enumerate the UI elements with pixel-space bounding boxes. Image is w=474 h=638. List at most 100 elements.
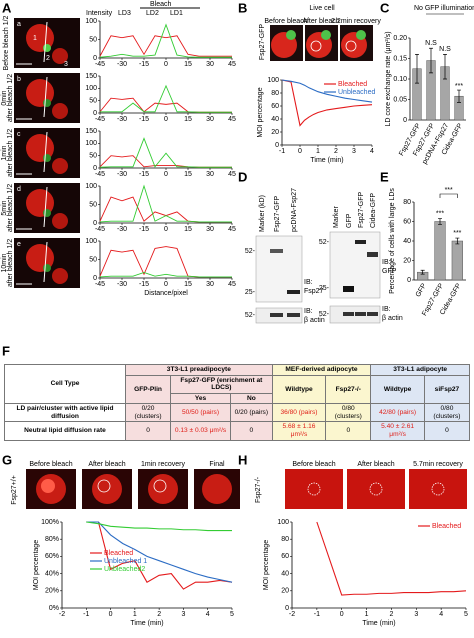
lipid-droplet	[52, 158, 68, 174]
x-tick-label: 5	[464, 611, 468, 618]
series-line	[99, 246, 232, 278]
ld-header: LD3	[118, 10, 131, 17]
ib-label: GFP	[382, 268, 397, 275]
micrographs	[26, 469, 240, 509]
y-tick-label: 0	[93, 110, 97, 117]
series-line	[281, 79, 373, 103]
image-caption: After bleach	[88, 461, 125, 468]
x-tick-label: 30	[206, 226, 214, 233]
ib-label: IB:	[304, 279, 313, 286]
row-letter: d	[17, 186, 21, 193]
arrow	[43, 21, 48, 63]
y-tick-label: 100	[85, 238, 97, 245]
y-tick-label: 20	[281, 588, 289, 595]
ib-label: IB:	[304, 308, 313, 315]
legend-label: Bleached	[338, 81, 367, 88]
row-caption: 10min	[1, 253, 8, 272]
table-container: Cell Type 3T3-L1 preadipocyte MEF-derive…	[4, 363, 471, 441]
table-subheader: Wildtype	[370, 374, 425, 405]
table-header: 3T3-L1 preadipocyte	[125, 364, 273, 376]
lane-label: GFP	[346, 213, 353, 228]
y-tick-label: 150	[85, 73, 97, 80]
panel-label: A	[2, 0, 12, 15]
series-line	[281, 79, 373, 127]
y-tick-label: 60%	[45, 553, 59, 560]
x-tick-label: GFP	[415, 282, 428, 298]
x-tick-label: 1	[365, 611, 369, 618]
lipid-droplet	[52, 103, 68, 119]
image-caption: 2.2min recovery	[331, 18, 381, 25]
table-cell: 50/50 (pairs)	[170, 403, 232, 423]
table-header: MEF-derived adipocyte	[271, 364, 372, 376]
x-tick-label: -45	[95, 116, 105, 123]
x-tick-label: -45	[95, 171, 105, 178]
image-caption: 1min recovery	[141, 461, 185, 468]
table-cell: 42/80 (pairs)	[370, 403, 425, 423]
y-tick-label: 100%	[41, 519, 59, 526]
legend-label: Bleached	[104, 550, 133, 557]
series-line	[99, 23, 232, 58]
lipid-droplet	[43, 99, 51, 107]
x-tick-label: 4	[370, 148, 374, 155]
annotation-bracket	[439, 193, 458, 198]
series-line	[99, 137, 232, 168]
image-label: Fsp27-GFP	[259, 24, 266, 61]
table-cell: 0	[423, 421, 471, 441]
y-tick-label: 50	[89, 153, 97, 160]
table-cell: 5.68 ± 1.16 μm²/s	[271, 421, 327, 441]
y-tick-label: 0.15	[393, 55, 407, 62]
x-tick-label: 4	[439, 611, 443, 618]
x-tick-label: -2	[289, 611, 295, 618]
y-tick-label: 50	[89, 256, 97, 263]
ld-number: 3	[64, 61, 68, 68]
x-tick-label: 0	[164, 61, 168, 68]
legend-label: Unbleached	[338, 89, 375, 96]
series-line	[99, 196, 232, 223]
y-axis-label: Percentage of cells with large LDs	[389, 188, 396, 294]
ib-label: IB:	[382, 306, 391, 313]
x-tick-label: -30	[117, 281, 127, 288]
x-tick-label: 0	[298, 148, 302, 155]
x-tick-label: 45	[228, 61, 236, 68]
marker-size: 52-	[319, 311, 330, 318]
series-line	[316, 521, 467, 596]
table-header: Cell Type	[4, 363, 126, 405]
image-caption: 5.7min recovery	[413, 461, 463, 468]
row-header: LD pair/cluster with active lipid diffus…	[4, 403, 126, 423]
x-tick-label: 0	[109, 611, 113, 618]
x-tick-label: -1	[314, 611, 320, 618]
x-tick-label: -45	[95, 281, 105, 288]
table-cell: 36/80 (pairs)	[271, 403, 327, 423]
table-cell: 0/20 (pairs)	[230, 403, 273, 423]
table-cell: 5.40 ± 2.61 μm²/s	[370, 421, 425, 441]
y-tick-label: 50	[89, 36, 97, 43]
legend-label: Unbleached2	[104, 566, 145, 573]
lane-label: Fsp27-GFP	[358, 191, 365, 228]
panel-label: E	[380, 169, 389, 184]
x-tick-label: -1	[83, 611, 89, 618]
y-tick-label: 150	[85, 128, 97, 135]
lipid-droplet	[43, 154, 51, 162]
micrographs	[270, 25, 373, 61]
intensity-header: Intensity	[86, 10, 113, 17]
ib-label: Fsp27	[304, 288, 324, 295]
x-tick-label: -15	[139, 171, 149, 178]
x-tick-label: 0	[164, 171, 168, 178]
x-tick-label: -45	[95, 61, 105, 68]
y-tick-label: 80	[271, 90, 279, 97]
x-axis-label: Time (min)	[362, 620, 395, 627]
ld-number: 1	[33, 35, 37, 42]
lipid-droplet	[43, 44, 51, 52]
x-tick-label: 45	[228, 171, 236, 178]
x-tick-label: -15	[139, 226, 149, 233]
x-tick-label: 0	[164, 116, 168, 123]
ib-label: β actin	[382, 315, 403, 322]
table-subheader: Fsp27-GFP (enrichment at LDCS)	[170, 374, 273, 394]
lipid-droplet	[43, 209, 51, 217]
row-letter: c	[17, 131, 21, 138]
row-letter: b	[17, 76, 21, 83]
series-line	[86, 521, 232, 532]
x-tick-label: 15	[184, 281, 192, 288]
x-tick-label: -30	[117, 116, 127, 123]
